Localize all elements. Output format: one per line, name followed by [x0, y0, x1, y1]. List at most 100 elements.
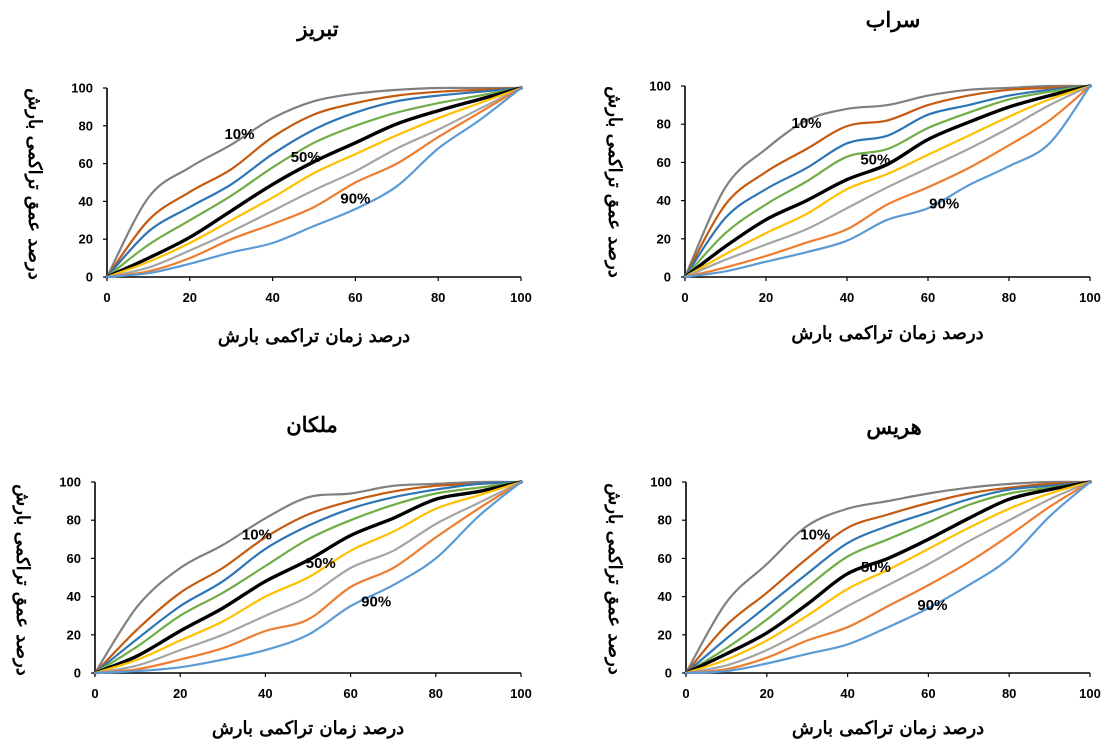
- series-line-7: [93, 480, 523, 675]
- series-line-4: [105, 86, 523, 279]
- series-line-9: [683, 84, 1092, 279]
- panel-title: سراب: [866, 7, 921, 33]
- y-tick-label: 40: [658, 589, 672, 604]
- x-tick-label: 20: [759, 290, 773, 305]
- series-line-9: [105, 86, 523, 279]
- x-tick-label: 0: [91, 686, 98, 701]
- series-line-7: [105, 86, 523, 279]
- series-line-3: [683, 84, 1092, 279]
- panel-title: هریس: [866, 414, 921, 440]
- panel-1: تبریز درصد عمق تراکمی بارش درصد زمان تراکم…: [24, 16, 532, 347]
- y-tick-label: 40: [67, 589, 81, 604]
- y-axis-title: درصد عمق تراکمی بارش: [604, 483, 625, 674]
- y-tick-label: 0: [74, 666, 81, 681]
- series-line-3: [93, 480, 523, 675]
- y-tick-label: 0: [665, 666, 672, 681]
- y-axis-title: درصد عمق تراکمی بارش: [24, 88, 45, 279]
- series-line-3: [105, 86, 523, 279]
- series-line-6: [93, 480, 523, 675]
- series-line-1: [105, 86, 523, 279]
- x-tick-label: 60: [348, 290, 362, 305]
- annotation-label: 50%: [291, 149, 321, 166]
- x-tick-label: 20: [173, 686, 187, 701]
- series-line-9: [684, 480, 1092, 675]
- series-line-2: [684, 480, 1092, 675]
- y-tick-label: 80: [79, 118, 93, 133]
- series-line-2: [93, 480, 523, 675]
- annotation-label: 10%: [791, 115, 821, 132]
- x-tick-label: 40: [840, 686, 854, 701]
- x-tick-label: 60: [343, 686, 357, 701]
- x-tick-label: 20: [760, 686, 774, 701]
- y-tick-label: 80: [658, 513, 672, 528]
- y-tick-label: 60: [79, 156, 93, 171]
- y-tick-label: 20: [658, 627, 672, 642]
- annotation-label: 90%: [917, 597, 947, 614]
- x-tick-label: 100: [510, 290, 532, 305]
- x-tick-label: 40: [265, 290, 279, 305]
- series-line-3: [684, 480, 1092, 675]
- x-tick-label: 80: [1002, 686, 1016, 701]
- annotation-label: 10%: [224, 126, 254, 143]
- y-tick-label: 20: [67, 627, 81, 642]
- y-tick-label: 80: [657, 117, 671, 132]
- series-line-6: [105, 86, 523, 279]
- series-line-1: [683, 84, 1092, 279]
- x-axis-title: درصد زمان تراکمی بارش: [212, 718, 404, 739]
- series-line-8: [683, 84, 1092, 279]
- annotation-label: 50%: [860, 151, 890, 168]
- series-line-8: [105, 86, 523, 279]
- panel-3: ملکان درصد عمق تراکمی بارش درصد زمان تراکم…: [12, 412, 532, 739]
- x-axis-title: درصد زمان تراکمی بارش: [792, 718, 984, 739]
- series-line-9: [93, 480, 523, 675]
- x-tick-label: 100: [1079, 686, 1101, 701]
- series-line-6: [684, 480, 1092, 675]
- annotation-label: 10%: [800, 526, 830, 543]
- series-line-8: [684, 480, 1092, 675]
- series-line-8: [93, 480, 523, 675]
- y-tick-label: 40: [657, 193, 671, 208]
- x-tick-label: 80: [431, 290, 445, 305]
- series-line-2: [683, 84, 1092, 279]
- panel-4: هریس درصد عمق تراکمی بارش درصد زمان تراکمی…: [604, 414, 1101, 739]
- x-axis-title: درصد زمان تراکمی بارش: [218, 326, 410, 347]
- annotation-label: 10%: [242, 526, 272, 543]
- y-tick-label: 60: [67, 551, 81, 566]
- y-tick-label: 20: [657, 231, 671, 246]
- x-tick-label: 80: [1002, 290, 1016, 305]
- series-line-5: [684, 480, 1092, 675]
- y-tick-label: 60: [658, 551, 672, 566]
- x-tick-label: 80: [429, 686, 443, 701]
- x-tick-label: 0: [103, 290, 110, 305]
- annotation-label: 50%: [861, 559, 891, 576]
- series-line-2: [105, 86, 523, 279]
- panel-title: تبریز: [295, 16, 338, 42]
- x-tick-label: 60: [921, 686, 935, 701]
- x-tick-label: 40: [840, 290, 854, 305]
- x-tick-label: 100: [1079, 290, 1101, 305]
- y-tick-label: 100: [59, 475, 81, 490]
- y-tick-label: 100: [71, 81, 93, 96]
- series-line-5: [105, 86, 523, 279]
- y-tick-label: 80: [67, 513, 81, 528]
- y-tick-label: 100: [649, 79, 671, 94]
- y-tick-label: 60: [657, 155, 671, 170]
- annotation-label: 90%: [340, 190, 370, 207]
- annotation-label: 90%: [361, 593, 391, 610]
- y-tick-label: 20: [79, 232, 93, 247]
- x-axis-title: درصد زمان تراکمی بارش: [791, 323, 983, 344]
- x-tick-label: 0: [681, 290, 688, 305]
- series-line-5: [683, 84, 1092, 279]
- x-tick-label: 0: [682, 686, 689, 701]
- series-line-1: [93, 480, 523, 675]
- series-line-1: [684, 480, 1092, 675]
- x-tick-label: 20: [183, 290, 197, 305]
- series-line-5: [93, 480, 523, 675]
- y-tick-label: 0: [664, 270, 671, 285]
- series-line-4: [683, 84, 1092, 279]
- y-tick-label: 0: [86, 270, 93, 285]
- x-tick-label: 100: [510, 686, 532, 701]
- series-line-7: [683, 84, 1092, 279]
- x-tick-label: 60: [921, 290, 935, 305]
